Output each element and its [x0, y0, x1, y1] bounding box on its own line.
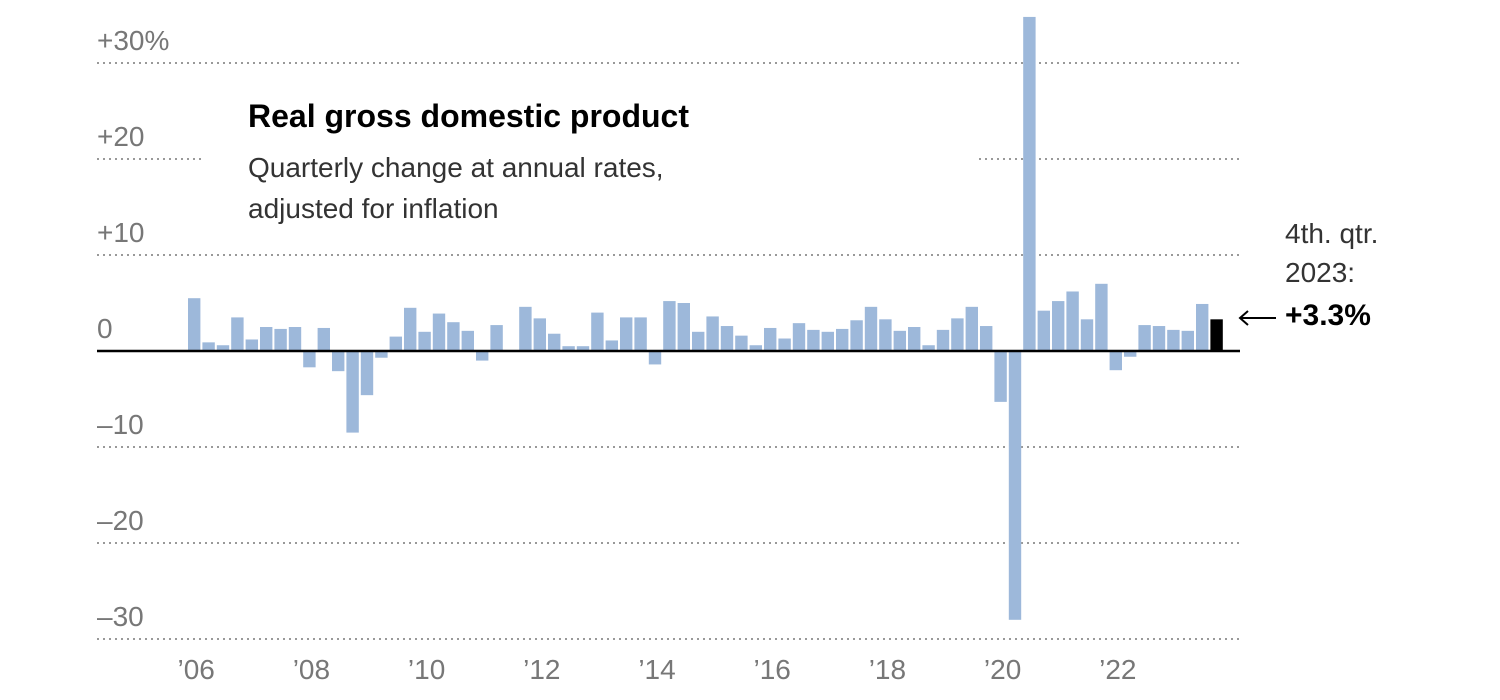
bar — [216, 345, 230, 351]
bar — [404, 307, 417, 351]
bar — [1181, 330, 1194, 351]
bar — [303, 351, 316, 368]
bar — [1152, 326, 1166, 351]
bar — [188, 298, 201, 351]
bar — [447, 322, 460, 351]
bar — [634, 317, 647, 351]
x-tick-label: ’08 — [293, 654, 330, 685]
x-tick-label: ’14 — [638, 654, 675, 685]
bar — [764, 327, 777, 351]
x-tick-label: ’18 — [869, 654, 906, 685]
bar — [1210, 319, 1223, 351]
x-tick-label: ’16 — [754, 654, 791, 685]
x-tick-label: ’06 — [178, 654, 215, 685]
bar — [360, 351, 374, 396]
bar — [576, 346, 590, 351]
bar — [490, 325, 503, 351]
bar — [807, 329, 820, 351]
bar — [260, 327, 273, 351]
bar — [922, 345, 935, 351]
bar — [663, 301, 676, 351]
bar — [735, 335, 748, 351]
bar — [749, 345, 762, 351]
bar — [648, 351, 662, 365]
value-label: +3.3% — [1285, 299, 1371, 332]
bar — [836, 328, 849, 351]
bar — [994, 351, 1007, 402]
bar — [591, 312, 604, 351]
bar — [692, 331, 705, 351]
bar — [1095, 283, 1108, 351]
bar — [346, 351, 359, 433]
bar — [533, 318, 546, 351]
bar — [332, 351, 345, 372]
x-tick-label: ’20 — [984, 654, 1021, 685]
bar — [821, 331, 834, 351]
chart-subtitle: Quarterly change at annual rates, — [248, 152, 664, 183]
bar — [605, 340, 618, 351]
bar — [1052, 301, 1065, 351]
bar — [936, 329, 950, 351]
bar — [879, 319, 892, 351]
x-tick-label: ’22 — [1099, 654, 1136, 685]
bar — [677, 303, 690, 351]
bar — [519, 306, 532, 351]
bar — [1138, 325, 1151, 351]
annotation: 4th. qtr. — [1285, 218, 1378, 249]
bar — [1080, 319, 1094, 351]
title-backdrop — [205, 90, 975, 225]
y-tick-label: +10 — [97, 217, 145, 248]
bar — [1066, 291, 1079, 351]
y-tick-label: +20 — [97, 121, 145, 152]
bar — [476, 351, 489, 361]
bar — [864, 306, 878, 351]
x-tick-label: ’10 — [408, 654, 445, 685]
annotation: 2023: — [1285, 257, 1355, 288]
bar — [706, 316, 719, 351]
y-tick-label: –20 — [97, 505, 144, 536]
bar — [418, 331, 431, 351]
bar — [231, 317, 244, 351]
bar — [245, 339, 258, 351]
chart-subtitle: adjusted for inflation — [248, 193, 499, 224]
bar — [461, 330, 474, 351]
bar — [1023, 16, 1036, 351]
bar — [1008, 351, 1022, 620]
bar — [980, 326, 993, 351]
arrow — [1238, 310, 1276, 326]
bar — [389, 336, 402, 351]
bar — [432, 313, 446, 351]
y-tick-label: –10 — [97, 409, 144, 440]
bar — [1109, 351, 1122, 371]
bar — [375, 351, 388, 358]
bar — [951, 318, 964, 351]
bar — [1124, 351, 1137, 357]
bar — [202, 342, 215, 351]
y-tick-label: +30% — [97, 25, 169, 56]
bar — [965, 306, 978, 351]
bar — [893, 330, 906, 351]
bar — [548, 333, 561, 351]
bar — [1037, 310, 1050, 351]
bar — [908, 327, 921, 351]
x-tick-label: ’12 — [523, 654, 560, 685]
y-tick-label: 0 — [97, 313, 113, 344]
bar — [1167, 329, 1180, 351]
bar — [850, 320, 863, 351]
bar — [274, 328, 287, 351]
bar — [720, 326, 734, 351]
bar — [620, 317, 633, 351]
chart-title: Real gross domestic product — [248, 98, 689, 134]
bar — [288, 327, 302, 351]
bar — [1196, 303, 1209, 351]
bar — [778, 338, 791, 351]
bar — [317, 327, 330, 351]
bar — [792, 323, 806, 351]
bar — [562, 346, 575, 351]
y-tick-label: –30 — [97, 601, 144, 632]
